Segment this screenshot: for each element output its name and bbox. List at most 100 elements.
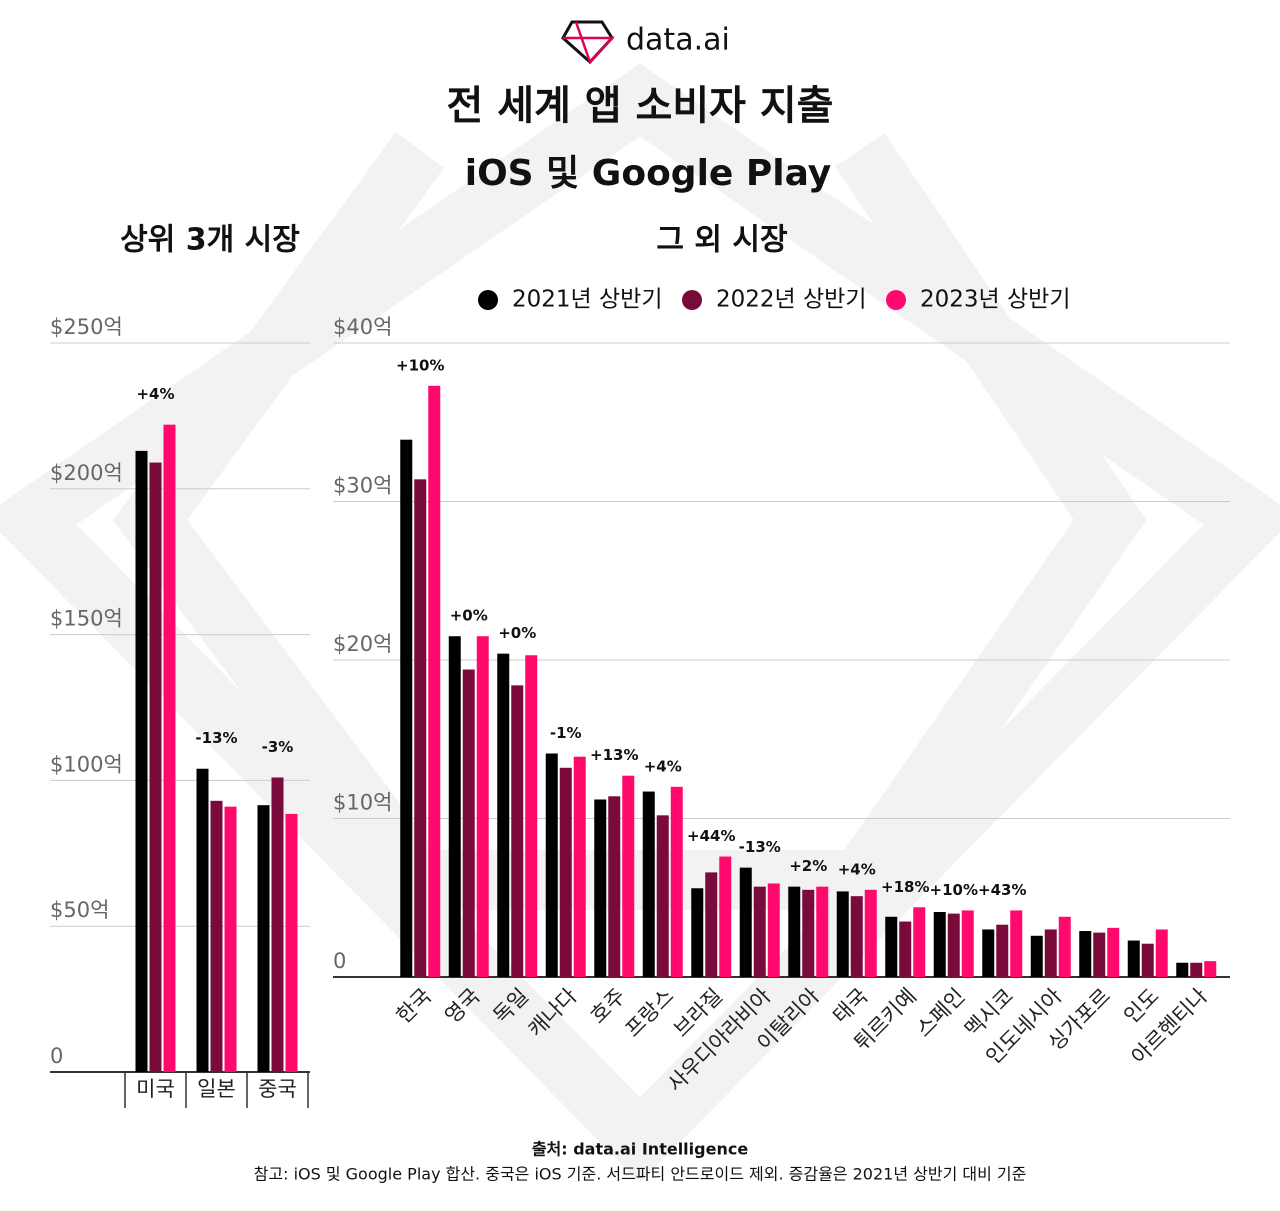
- legend-label: 2023년 상반기: [920, 287, 1070, 313]
- bar: [719, 856, 732, 977]
- bar: [257, 805, 270, 1072]
- y-tick-label: $30억: [333, 474, 392, 498]
- note: 참고: iOS 및 Google Play 합산. 중국은 iOS 기준. 서드…: [254, 1165, 1027, 1184]
- y-tick-label: $200억: [50, 461, 123, 485]
- bar: [135, 450, 148, 1073]
- bar: [511, 685, 524, 977]
- legend-label: 2021년 상반기: [512, 287, 662, 313]
- bar: [642, 791, 655, 977]
- bar: [836, 891, 849, 977]
- bar: [608, 796, 621, 977]
- bar: [1141, 943, 1154, 977]
- background-watermark: [0, 63, 1280, 1183]
- bar: [448, 636, 461, 977]
- x-tick-label: 한국: [392, 984, 436, 1028]
- bar: [163, 424, 176, 1072]
- bar: [622, 775, 635, 977]
- change-label: +2%: [789, 857, 827, 875]
- logo-text: data.ai: [626, 23, 730, 58]
- bar: [1204, 961, 1217, 977]
- y-tick-label: $250억: [50, 315, 123, 339]
- bar: [1093, 932, 1106, 977]
- bar: [1058, 916, 1071, 977]
- bar: [670, 786, 683, 977]
- bar: [224, 806, 237, 1072]
- change-label: +10%: [930, 881, 978, 899]
- bar: [788, 886, 801, 977]
- bar: [497, 653, 510, 977]
- bar: [476, 636, 489, 977]
- change-label: +13%: [590, 746, 638, 764]
- change-label: +10%: [396, 356, 444, 374]
- bar: [1030, 935, 1043, 977]
- bar: [1044, 929, 1057, 977]
- bar: [1107, 927, 1120, 977]
- bar: [767, 883, 780, 977]
- change-label: -1%: [550, 724, 582, 742]
- bar: [196, 768, 209, 1072]
- bar: [1155, 929, 1168, 977]
- subtitle: iOS 및 Google Play: [465, 153, 832, 194]
- legend-label: 2022년 상반기: [716, 287, 866, 313]
- y-tick-label: $150억: [50, 607, 123, 631]
- bar: [899, 921, 912, 977]
- bar: [947, 913, 960, 977]
- y-tick-label: $100억: [50, 752, 123, 776]
- bar: [271, 777, 284, 1072]
- bar: [1010, 910, 1023, 977]
- bar: [285, 813, 298, 1072]
- bar: [802, 889, 815, 977]
- change-label: +0%: [450, 607, 488, 625]
- bar: [414, 479, 427, 977]
- bar: [1127, 940, 1140, 977]
- y-tick-label: 0: [50, 1044, 63, 1068]
- bar: [864, 889, 877, 977]
- bar: [753, 886, 766, 977]
- bar: [210, 800, 223, 1072]
- bar: [149, 462, 162, 1072]
- bar: [428, 385, 441, 977]
- bar: [996, 924, 1009, 977]
- chart-title: 상위 3개 시장: [120, 223, 300, 258]
- change-label: -13%: [739, 838, 781, 856]
- bar: [1176, 962, 1189, 977]
- change-label: -3%: [262, 738, 294, 756]
- y-tick-label: 0: [333, 949, 346, 973]
- bar: [545, 753, 558, 977]
- x-tick-label: 일본: [197, 1077, 236, 1101]
- logo: data.ai: [561, 20, 730, 65]
- bar: [961, 910, 974, 977]
- change-label: +0%: [498, 624, 536, 642]
- y-tick-label: $50억: [50, 898, 109, 922]
- bar: [594, 799, 607, 977]
- change-label: +43%: [978, 881, 1026, 899]
- bar: [885, 916, 898, 977]
- bar: [691, 888, 704, 977]
- change-label: -13%: [195, 729, 237, 747]
- change-label: +18%: [881, 878, 929, 896]
- bar: [850, 896, 863, 977]
- bar: [525, 655, 538, 977]
- change-label: +4%: [136, 385, 174, 403]
- bar: [573, 756, 586, 977]
- title: 전 세계 앱 소비자 지출: [447, 83, 834, 129]
- chart-title: 그 외 시장: [656, 223, 788, 258]
- x-tick-label: 미국: [136, 1077, 175, 1101]
- x-tick-label: 스페인: [912, 984, 970, 1042]
- bar: [1190, 962, 1203, 977]
- x-tick-label: 프랑스: [621, 984, 679, 1042]
- change-label: +4%: [644, 757, 682, 775]
- change-label: +4%: [838, 860, 876, 878]
- y-tick-label: $10억: [333, 791, 392, 815]
- y-tick-label: $40억: [333, 315, 392, 339]
- legend-marker: [886, 290, 906, 310]
- bar: [913, 907, 926, 977]
- bar: [656, 815, 669, 977]
- source: 출처: data.ai Intelligence: [532, 1140, 749, 1159]
- x-tick-label: 중국: [258, 1077, 297, 1101]
- bar: [400, 439, 413, 977]
- bar: [816, 886, 829, 977]
- y-tick-label: $20억: [333, 632, 392, 656]
- bar: [705, 872, 718, 977]
